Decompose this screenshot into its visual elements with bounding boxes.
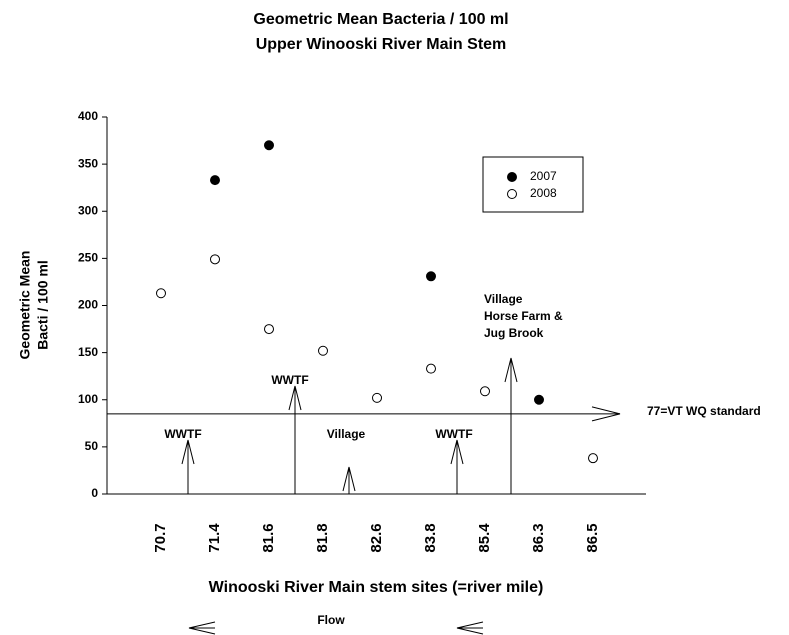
y-tick-label: 400 [78, 109, 98, 123]
x-tick-label: 81.6 [260, 523, 277, 552]
y-tick-label: 150 [78, 345, 98, 359]
data-point [318, 345, 328, 356]
flow-arrow [188, 621, 216, 635]
flow-arrow [456, 621, 484, 635]
data-point [372, 392, 382, 403]
legend-box [482, 156, 584, 213]
data-point [264, 324, 274, 335]
x-tick-label: 85.4 [476, 523, 493, 553]
x-tick-label: 86.3 [530, 523, 547, 552]
data-point [534, 394, 544, 405]
x-tick-label: 82.6 [368, 523, 385, 552]
y-axis-title: Geometric Mean [17, 251, 33, 360]
x-tick-label: 71.4 [206, 523, 223, 553]
legend-label: 2007 [530, 169, 557, 183]
y-tick-label: 0 [91, 486, 98, 500]
annotation-label: WWTF [435, 427, 472, 441]
annotation-label: WWTF [164, 427, 201, 441]
legend-label: 2008 [530, 186, 557, 200]
data-point [426, 363, 436, 374]
y-tick-label: 50 [85, 439, 99, 453]
annotation-label: WWTF [271, 373, 308, 387]
y-tick-label: 300 [78, 203, 98, 217]
arrow-head [591, 406, 621, 422]
annotation-label: Horse Farm & [484, 309, 563, 323]
y-tick-label: 350 [78, 156, 98, 170]
legend-marker [507, 189, 517, 199]
arrow-head [342, 466, 356, 492]
data-point [210, 254, 220, 265]
reference-label: 77=VT WQ standard [647, 404, 761, 418]
chart-title: Geometric Mean Bacteria / 100 ml [253, 11, 508, 28]
data-point [210, 175, 220, 186]
y-tick-label: 100 [78, 392, 98, 406]
x-tick-label: 83.8 [422, 523, 439, 552]
annotation-label: Flow [317, 613, 345, 627]
arrow-head [288, 385, 302, 411]
data-point [480, 386, 490, 397]
x-tick-label: 86.5 [584, 523, 601, 552]
data-point [426, 271, 436, 282]
x-axis-title: Winooski River Main stem sites (=river m… [209, 579, 544, 596]
legend-marker [507, 172, 517, 182]
data-point [264, 140, 274, 151]
y-tick-label: 200 [78, 298, 98, 312]
arrow-head [504, 357, 518, 383]
data-point [588, 453, 598, 464]
y-tick-label: 250 [78, 251, 98, 265]
chart-title: Upper Winooski River Main Stem [256, 36, 507, 53]
annotation-label: Jug Brook [484, 326, 544, 340]
annotation-label: Village [327, 427, 366, 441]
x-tick-label: 70.7 [152, 523, 169, 552]
y-axis-title: Bacti / 100 ml [35, 260, 51, 350]
annotation-label: Village [484, 292, 523, 306]
x-tick-label: 81.8 [314, 523, 331, 552]
data-point [156, 288, 166, 299]
arrow-head [450, 439, 464, 465]
arrow-head [181, 439, 195, 465]
